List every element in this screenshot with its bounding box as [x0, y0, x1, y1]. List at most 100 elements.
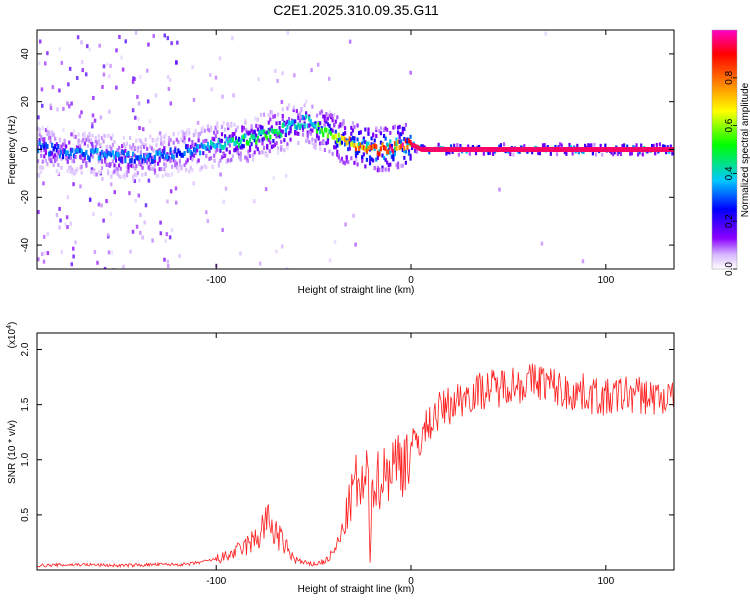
spectrogram-ridge-cell: [51, 130, 54, 135]
spectrogram-ridge-core: [63, 148, 66, 154]
spectrogram-ridge-core: [549, 147, 552, 152]
spectrogram-ridge-cell: [189, 153, 192, 158]
spectrogram-noise-cell: [192, 97, 196, 102]
spectrogram-ridge-cell: [331, 151, 334, 156]
spectrogram-ridge-cell: [158, 167, 161, 172]
spectrogram-ridge-core: [485, 147, 489, 152]
spectrogram-ridge-cell: [80, 139, 83, 144]
spectrogram-ridge-cell: [228, 158, 231, 163]
spectrogram-ridge-cell: [396, 130, 400, 135]
spectrogram-ridge-cell: [319, 141, 322, 146]
spectrogram-noise-cell: [333, 239, 337, 244]
spectrogram-ridge-core: [510, 147, 513, 152]
spectrogram-ridge-cell: [541, 143, 545, 148]
spectrogram-ridge-cell: [401, 130, 404, 135]
spectrogram-ridge-cell: [345, 156, 348, 161]
spectrogram-ridge-core: [619, 147, 623, 152]
spectrogram-ridge-cell: [317, 135, 320, 140]
spectrogram-ridge-cell: [94, 135, 97, 140]
snr-exponent-close: ): [7, 322, 18, 325]
spectrogram-ridge-cell: [289, 137, 292, 142]
spectrogram-ridge-cell: [219, 158, 222, 163]
spectrogram-ridge-cell: [66, 159, 69, 164]
spectrogram-ridge-cell: [132, 143, 135, 148]
spectrogram-ridge-cell: [163, 146, 166, 151]
spectrogram-ridge-core: [69, 151, 72, 157]
spectrogram-ridge-cell: [118, 145, 121, 150]
spectrogram-ridge-core: [79, 147, 82, 153]
spectrogram-ridge-cell: [381, 153, 384, 158]
spectrogram-ridge-cell: [128, 144, 132, 149]
spectrogram-ridge-cell: [191, 157, 194, 162]
spectrogram-ridge-core: [146, 154, 149, 160]
spectrogram-ridge-cell: [217, 163, 220, 168]
spectrogram-ridge-cell: [177, 165, 180, 170]
spectrogram-ridge-cell: [167, 138, 171, 143]
spectrogram-x-tick-label: 0: [408, 275, 414, 286]
spectrogram-ridge-core: [569, 147, 573, 152]
spectrogram-ridge-core: [322, 132, 325, 138]
spectrogram-ridge-core: [591, 147, 594, 152]
spectrogram-ridge-cell: [325, 141, 328, 146]
spectrogram-ridge-core: [301, 114, 305, 120]
spectrogram-ridge-cell: [334, 145, 337, 150]
spectrogram-ridge-cell: [372, 158, 375, 163]
spectrogram-ridge-core: [267, 129, 270, 135]
spectrogram-ridge-cell: [83, 131, 86, 136]
snr-series-line: [37, 363, 674, 569]
spectrogram-ridge-cell: [118, 174, 121, 179]
spectrogram-ridge-cell: [213, 153, 216, 158]
spectrogram-y-label: Frequency (Hz): [7, 116, 18, 185]
spectrogram-ridge-cell: [144, 152, 147, 157]
spectrogram-ridge-cell: [174, 163, 177, 168]
spectrogram-ridge-cell: [328, 149, 331, 154]
spectrogram-ridge-cell: [144, 172, 147, 177]
spectrogram-noise-cell: [167, 86, 171, 91]
spectrogram-ridge-core: [222, 144, 225, 150]
spectrogram-ridge-cell: [158, 147, 161, 152]
spectrogram-ridge-cell: [175, 165, 178, 170]
spectrogram-noise-cell: [342, 123, 345, 128]
spectrogram-noise-cell: [49, 105, 53, 110]
spectrogram-ridge-cell: [195, 160, 199, 165]
spectrogram-ridge-core: [94, 147, 97, 153]
spectrogram-ridge-cell: [69, 147, 72, 152]
spectrogram-ridge-cell: [303, 103, 306, 108]
spectrogram-ridge-cell: [178, 159, 182, 164]
spectrogram-ridge-cell: [65, 156, 68, 161]
spectrogram-ridge-core: [174, 148, 177, 154]
spectrogram-ridge-cell: [641, 152, 644, 157]
spectrogram-noise-cell: [169, 189, 173, 194]
spectrogram-ridge-cell: [158, 158, 161, 163]
spectrogram-ridge-cell: [200, 127, 203, 132]
spectrogram-ridge-cell: [37, 159, 40, 164]
spectrogram-ridge-cell: [139, 162, 143, 167]
spectrogram-ridge-cell: [206, 127, 210, 132]
spectrogram-ridge-cell: [301, 132, 305, 137]
spectrogram-ridge-cell: [253, 150, 256, 155]
spectrogram-ridge-cell: [65, 144, 68, 149]
spectrogram-ridge-cell: [247, 131, 250, 136]
spectrogram-ridge-cell: [244, 155, 247, 160]
spectrogram-ridge-core: [460, 147, 464, 152]
spectrogram-ridge-cell: [66, 156, 69, 161]
spectrogram-noise-cell: [97, 159, 101, 164]
spectrogram-ridge-core: [46, 144, 49, 150]
spectrogram-ridge-core: [228, 137, 231, 143]
spectrogram-noise-cell: [106, 168, 110, 173]
spectrogram-ridge-core: [571, 147, 574, 152]
spectrogram-noise-cell: [99, 115, 103, 120]
spectrogram-x-label: Height of straight line (km): [298, 285, 415, 296]
spectrogram-noise-cell: [68, 66, 72, 71]
spectrogram-ridge-core: [333, 134, 336, 140]
spectrogram-ridge-cell: [448, 150, 451, 155]
spectrogram-ridge-cell: [297, 141, 300, 146]
spectrogram-ridge-cell: [88, 131, 91, 136]
spectrogram-ridge-cell: [250, 124, 253, 129]
spectrogram-noise-cell: [219, 172, 222, 177]
spectrogram-ridge-core: [156, 150, 160, 156]
chart-title: C2E1.2025.310.09.35.G11: [273, 2, 439, 18]
spectrogram-ridge-core: [367, 146, 370, 152]
spectrogram-ridge-cell: [60, 156, 63, 161]
spectrogram-ridge-cell: [344, 126, 347, 131]
